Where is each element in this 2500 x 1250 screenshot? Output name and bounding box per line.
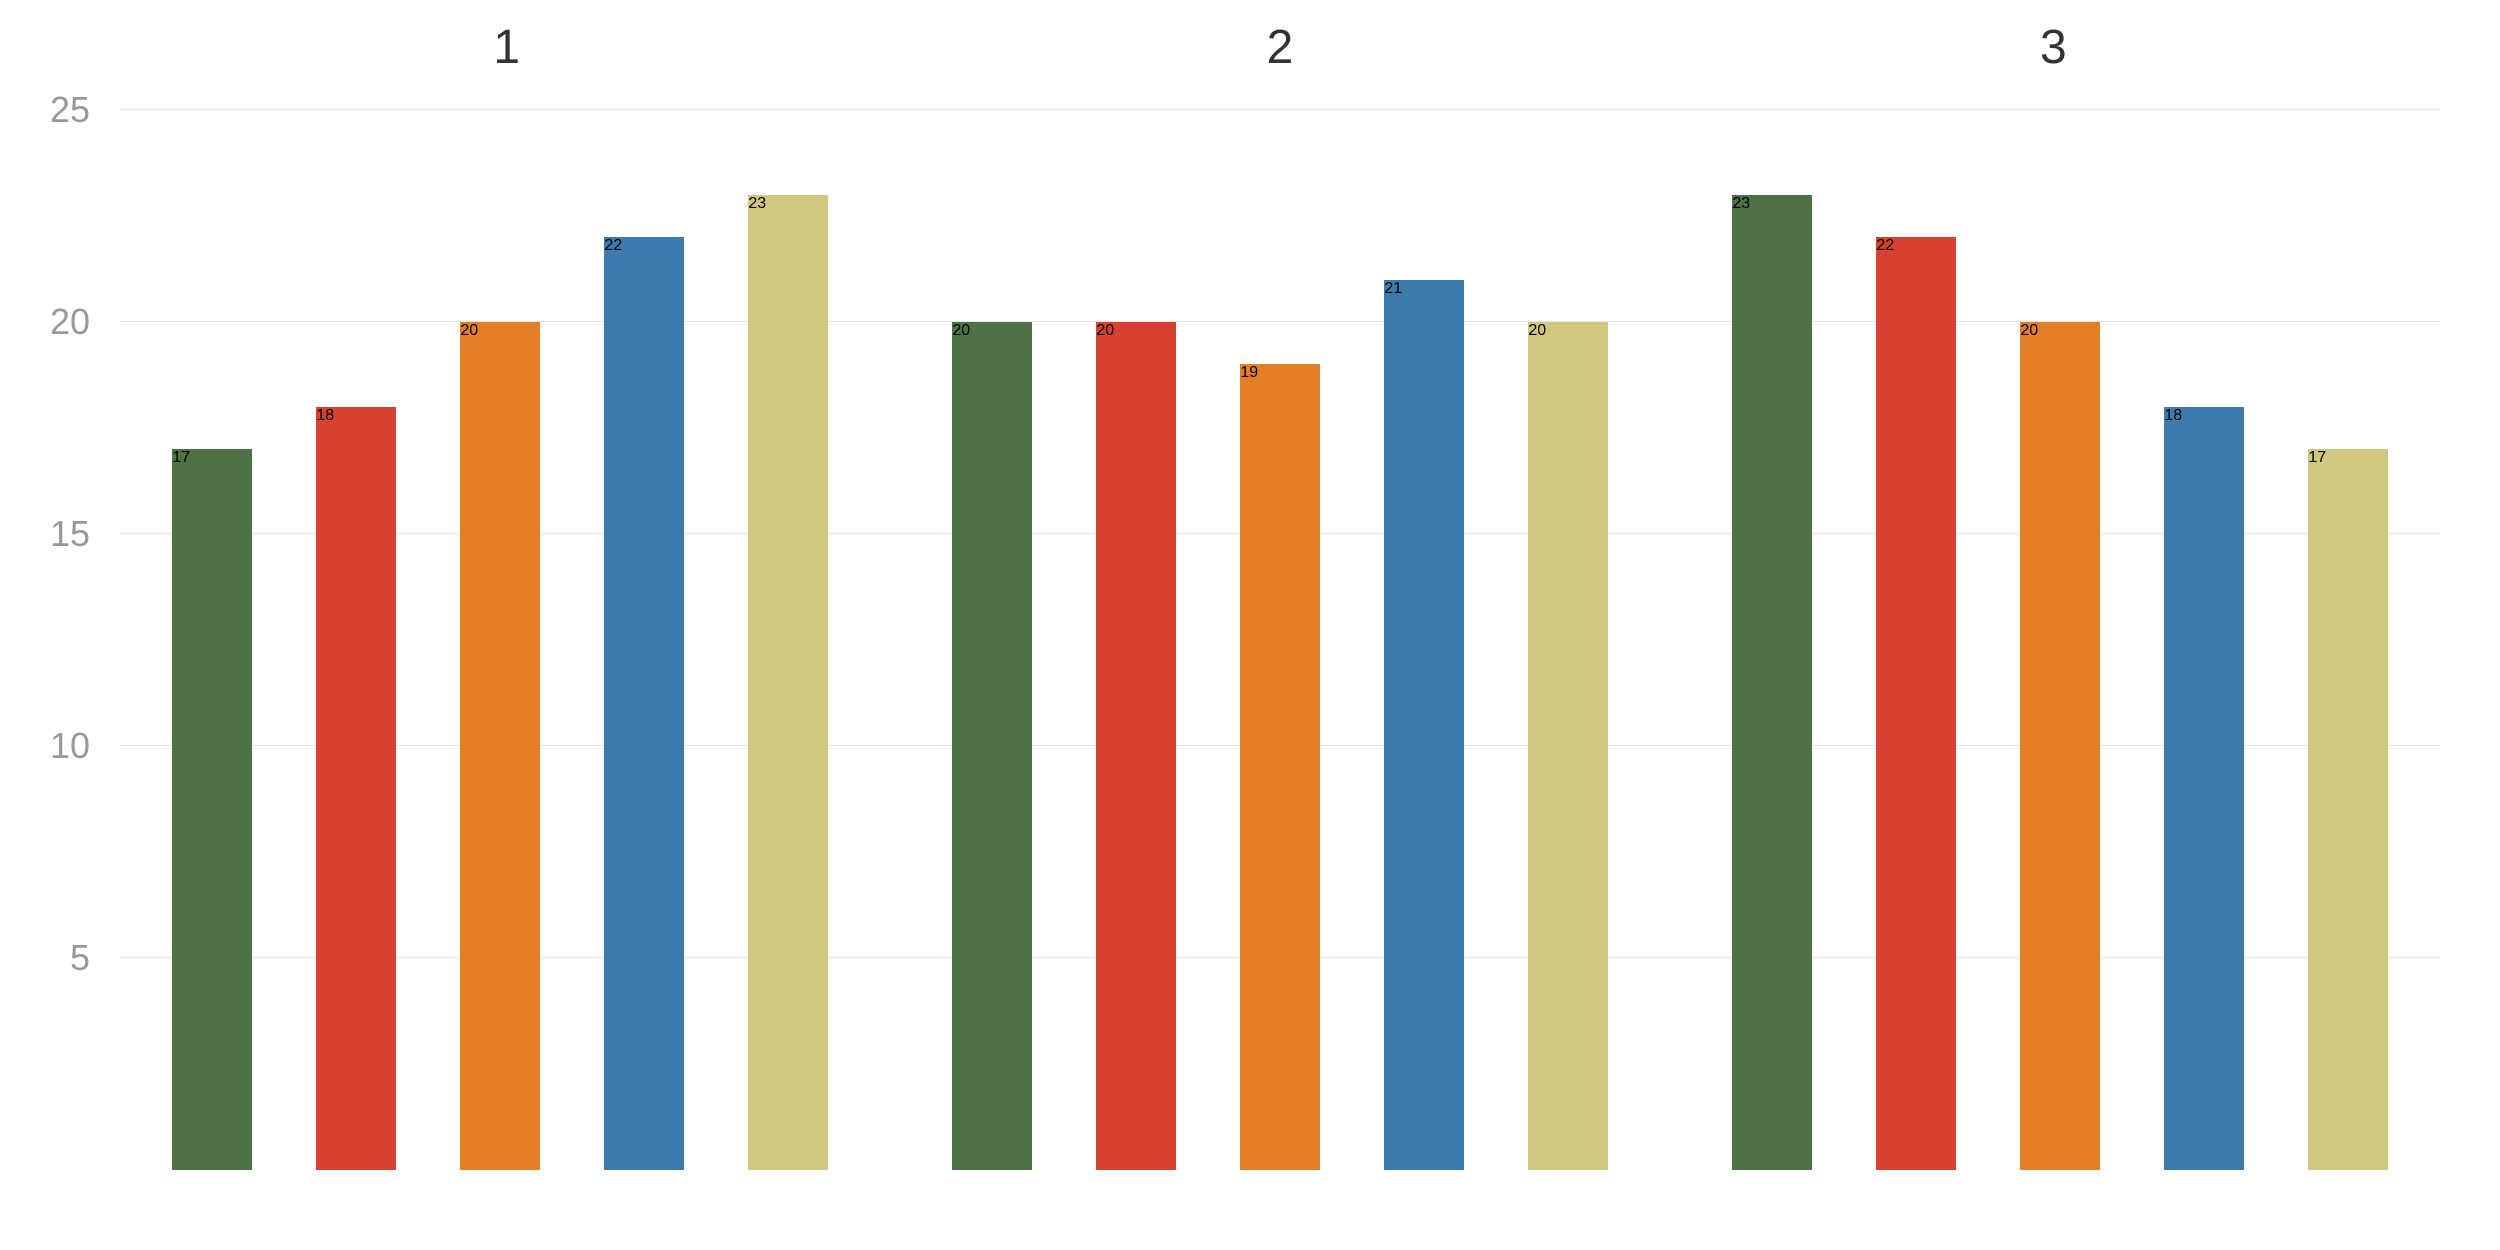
panel: 2020192120 xyxy=(900,110,1660,1170)
bar: 20 xyxy=(1528,322,1607,1170)
bar: 20 xyxy=(1096,322,1175,1170)
plot-area: 171820222320201921202322201817 xyxy=(120,110,2440,1170)
y-axis: 510152025 xyxy=(0,110,120,1170)
panel: 1718202223 xyxy=(120,110,880,1170)
y-tick-label: 5 xyxy=(70,937,90,979)
bars-group: 2322201817 xyxy=(1680,110,2440,1170)
bar: 18 xyxy=(316,407,395,1170)
panel-titles: 123 xyxy=(120,20,2440,90)
y-tick-label: 15 xyxy=(50,513,90,555)
panel-title: 3 xyxy=(1667,20,2440,90)
panel-title: 2 xyxy=(893,20,1666,90)
panel: 2322201817 xyxy=(1680,110,2440,1170)
bars-group: 1718202223 xyxy=(120,110,880,1170)
bar: 20 xyxy=(2020,322,2099,1170)
bar: 23 xyxy=(1732,195,1811,1170)
bar: 17 xyxy=(172,449,251,1170)
bar: 22 xyxy=(604,237,683,1170)
bar: 18 xyxy=(2164,407,2243,1170)
bar: 22 xyxy=(1876,237,1955,1170)
bar: 21 xyxy=(1384,280,1463,1170)
bar: 20 xyxy=(460,322,539,1170)
y-tick-label: 20 xyxy=(50,301,90,343)
bar: 20 xyxy=(952,322,1031,1170)
y-tick-label: 10 xyxy=(50,725,90,767)
y-tick-label: 25 xyxy=(50,89,90,131)
chart-container: 510152025 123 17182022232020192120232220… xyxy=(0,0,2500,1250)
bar: 17 xyxy=(2308,449,2387,1170)
bar: 19 xyxy=(1240,364,1319,1170)
bars-group: 2020192120 xyxy=(900,110,1660,1170)
panels: 171820222320201921202322201817 xyxy=(120,110,2440,1170)
panel-title: 1 xyxy=(120,20,893,90)
bar: 23 xyxy=(748,195,827,1170)
